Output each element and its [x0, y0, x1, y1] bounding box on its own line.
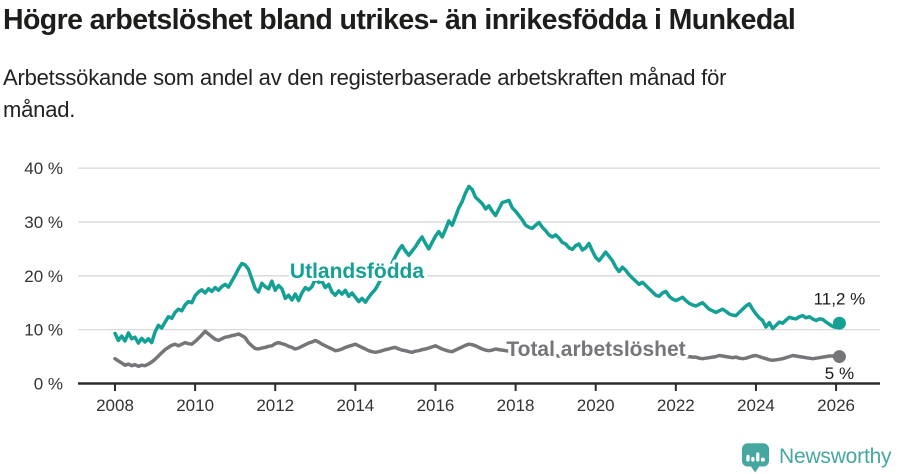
series-end-label-total: 5 % — [825, 364, 854, 383]
chart-subtitle-line1: Arbetssökande som andel av den registerb… — [3, 65, 727, 90]
series-line-utlandsfodda — [113, 184, 842, 345]
series-end-dot-total — [832, 350, 846, 364]
series-end-label-utlandsfodda: 11,2 % — [814, 290, 866, 309]
x-tick-label-2020: 2020 — [577, 396, 615, 415]
x-tick-label-2014: 2014 — [336, 396, 374, 415]
newsworthy-brand-text: Newsworthy — [779, 445, 892, 468]
x-tick-label-2012: 2012 — [256, 396, 294, 415]
series-label-utlandsfodda: Utlandsfödda — [290, 260, 424, 283]
x-tick-label-2008: 2008 — [96, 396, 134, 415]
x-tick-label-2026: 2026 — [817, 396, 855, 415]
x-tick-label-2010: 2010 — [176, 396, 214, 415]
series-line-total — [113, 329, 842, 369]
y-tick-label-30: 30 % — [24, 213, 63, 232]
chart-subtitle: Arbetssökande som andel av den registerb… — [3, 62, 863, 126]
newsworthy-brand: Newsworthy — [740, 440, 892, 474]
y-tick-label-40: 40 % — [24, 159, 63, 178]
logo-bar-chart-glyph — [746, 451, 765, 462]
y-tick-label-0: 0 % — [34, 375, 63, 394]
y-tick-label-20: 20 % — [24, 267, 63, 286]
series-end-dot-utlandsfodda — [832, 316, 846, 330]
x-tick-label-2018: 2018 — [497, 396, 535, 415]
x-tick-label-2016: 2016 — [417, 396, 455, 415]
x-tick-label-2022: 2022 — [657, 396, 695, 415]
x-tick-label-2024: 2024 — [737, 396, 775, 415]
y-tick-label-10: 10 % — [24, 321, 63, 340]
chart-title: Högre arbetslöshet bland utrikes- än inr… — [3, 4, 796, 36]
series-label-total: Total arbetslöshet — [506, 338, 685, 361]
newsworthy-logo-icon — [741, 442, 770, 472]
chart-subtitle-line2: månad. — [3, 97, 76, 122]
